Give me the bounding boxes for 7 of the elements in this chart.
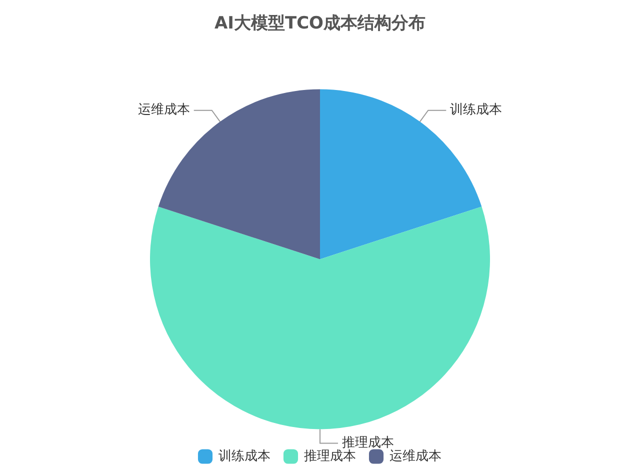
chart-title: AI大模型TCO成本结构分布 <box>214 14 426 34</box>
legend-label: 运维成本 <box>389 448 442 464</box>
legend-label: 训练成本 <box>218 448 270 464</box>
slice-label: 运维成本 <box>138 102 190 118</box>
slice-label: 推理成本 <box>342 436 394 451</box>
slice-label: 训练成本 <box>450 102 502 118</box>
legend-label: 推理成本 <box>304 448 356 464</box>
